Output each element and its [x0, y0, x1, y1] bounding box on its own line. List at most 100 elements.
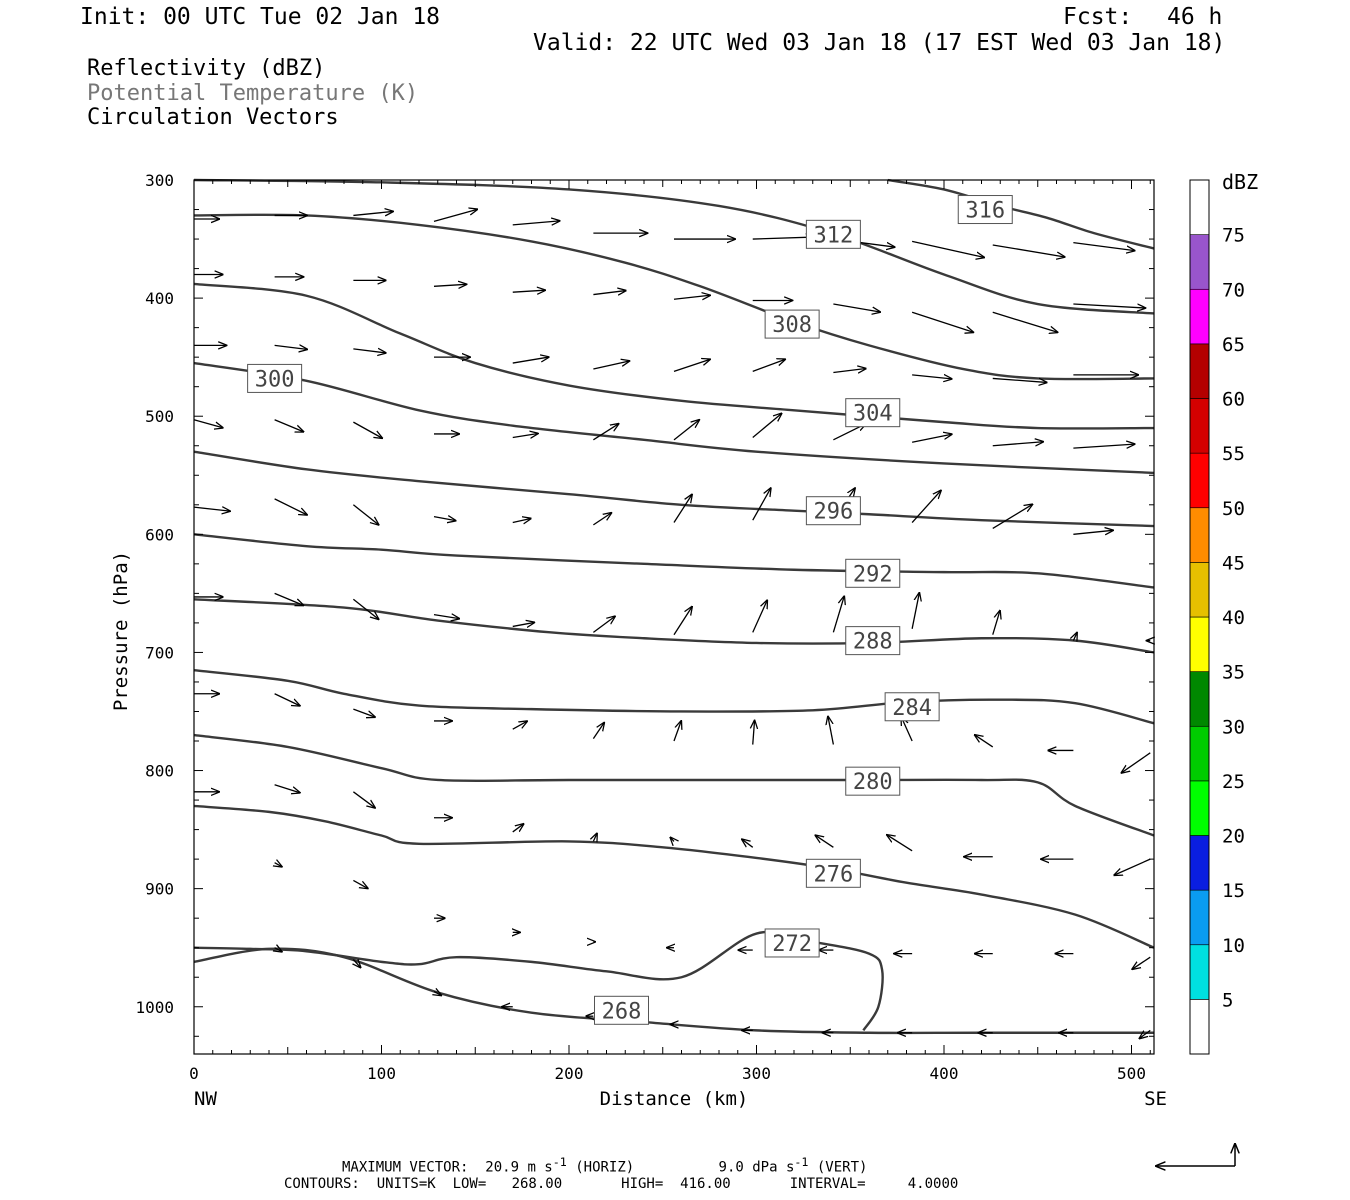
y-tick-label: 700 — [145, 643, 174, 662]
circulation-vector — [833, 369, 865, 373]
y-tick-label: 300 — [145, 171, 174, 190]
circulation-vector — [887, 835, 913, 852]
contour-label: 312 — [814, 223, 854, 248]
colorbar-label: 5 — [1222, 989, 1233, 1011]
colorbar-label: 55 — [1222, 443, 1245, 465]
circulation-vector — [1139, 1029, 1151, 1038]
circulation-vector — [1073, 633, 1077, 641]
contour-label-box — [805, 858, 861, 888]
contour-304 — [193, 282, 1155, 430]
isentrope-contours — [193, 178, 1155, 1035]
colorbar-label: 10 — [1222, 935, 1245, 957]
colorbar-segment — [1189, 780, 1210, 836]
forecast-label: Fcst: — [1063, 4, 1133, 30]
circulation-vector — [593, 291, 625, 295]
max-vert-value: 9.0 dPa s — [718, 1159, 795, 1176]
circulation-vector — [992, 311, 1058, 332]
contour-label-box — [845, 398, 901, 428]
circulation-vector — [275, 863, 282, 867]
y-axis-title: Pressure (hPa) — [110, 551, 132, 711]
circulation-vector — [353, 960, 360, 968]
circulation-vector — [275, 948, 282, 952]
circulation-vector — [274, 419, 304, 432]
colorbar-segment — [1189, 343, 1210, 399]
contour-label-box — [845, 626, 901, 656]
circulation-vector — [512, 221, 560, 225]
circulation-vector — [353, 349, 385, 353]
contour-label-box — [805, 219, 861, 249]
circulation-vector — [911, 593, 919, 629]
colorbar-label: 25 — [1222, 771, 1245, 793]
circulation-vector — [593, 424, 618, 441]
x-tick-label: 100 — [367, 1064, 396, 1083]
circulation-vector — [753, 721, 755, 745]
x-tick-label: 200 — [555, 1064, 584, 1083]
colorbar-label: 65 — [1222, 334, 1245, 356]
circulation-vector — [593, 361, 629, 370]
dbz-colorbar: 5 10 15 20 25 30 35 40 45 50 55 60 65 70 75 — [1189, 179, 1245, 1055]
contour-296 — [193, 450, 1155, 528]
colorbar-segment — [1189, 398, 1210, 454]
contour-label: 292 — [853, 562, 893, 587]
circulation-vector — [433, 209, 477, 222]
circulation-vector — [274, 498, 307, 515]
colorbar-segment — [1189, 452, 1210, 509]
circulation-vectors — [193, 209, 1151, 1038]
circulation-vector — [752, 359, 785, 372]
circulation-vector — [833, 303, 880, 312]
x-tick-label: 400 — [930, 1064, 959, 1083]
circulation-vector — [975, 735, 994, 748]
colorbar-segment — [1189, 671, 1210, 727]
contour-268 — [193, 947, 1154, 1035]
circulation-vector — [593, 513, 611, 526]
circulation-vector — [673, 295, 710, 299]
colorbar-label: 30 — [1222, 716, 1245, 738]
circulation-vector — [434, 991, 441, 995]
colorbar-label: 35 — [1222, 662, 1245, 684]
circulation-vector — [752, 488, 771, 521]
x-axis-title: Distance (km) — [600, 1088, 749, 1110]
circulation-vector — [512, 622, 535, 626]
contour-info-line: CONTOURS: UNITS=K LOW= 268.00 HIGH= 416.… — [284, 1176, 959, 1192]
contour-label: 280 — [853, 770, 893, 795]
circulation-vector — [352, 598, 378, 619]
contour-label-box — [845, 558, 901, 588]
x-tick-label: 0 — [189, 1064, 199, 1083]
circulation-vector — [828, 717, 835, 745]
x-end-label-left: NW — [194, 1088, 217, 1110]
circulation-vector — [512, 721, 527, 730]
colorbar-segment — [1189, 835, 1210, 891]
circulation-vector — [1073, 304, 1145, 308]
contour-288 — [193, 598, 1155, 654]
circulation-vector — [512, 290, 545, 292]
colorbar-segment — [1189, 944, 1210, 1000]
contour-labels: 316 312 308 304 300 296 292 288 284 280 276 272 268 — [247, 195, 1013, 1025]
circulation-vector — [673, 607, 692, 636]
contour-316 — [887, 178, 1155, 250]
circulation-vector — [912, 375, 952, 379]
circulation-vector — [752, 600, 767, 633]
circulation-vector — [752, 413, 782, 438]
forecast-hour: 46 h — [1167, 4, 1223, 30]
contour-292 — [193, 533, 1155, 589]
contour-280 — [193, 733, 1155, 837]
circulation-vector — [592, 616, 615, 633]
colorbar-segment — [1189, 889, 1210, 946]
circulation-vector — [274, 693, 300, 706]
y-tick-label: 400 — [145, 289, 174, 308]
circulation-vector — [433, 615, 459, 619]
axes: 300 400 500 600 700 800 900 1000 0 100 200 300 400 50… — [135, 171, 1154, 1083]
circulation-vector — [832, 596, 844, 633]
circulation-vector — [352, 504, 378, 525]
circulation-vector — [673, 420, 699, 441]
circulation-vector — [353, 879, 367, 888]
circulation-vector — [911, 240, 984, 257]
max-vector-line: MAXIMUM VECTOR: 20.9 m s-1 (HORIZ) 9.0 d… — [342, 1155, 868, 1176]
circulation-vector — [353, 708, 375, 717]
contour-label-box — [845, 766, 901, 796]
y-tick-label: 900 — [145, 880, 174, 899]
x-end-label-right: SE — [1144, 1088, 1167, 1110]
colorbar-segment — [1189, 562, 1210, 618]
circulation-vector — [911, 434, 952, 443]
